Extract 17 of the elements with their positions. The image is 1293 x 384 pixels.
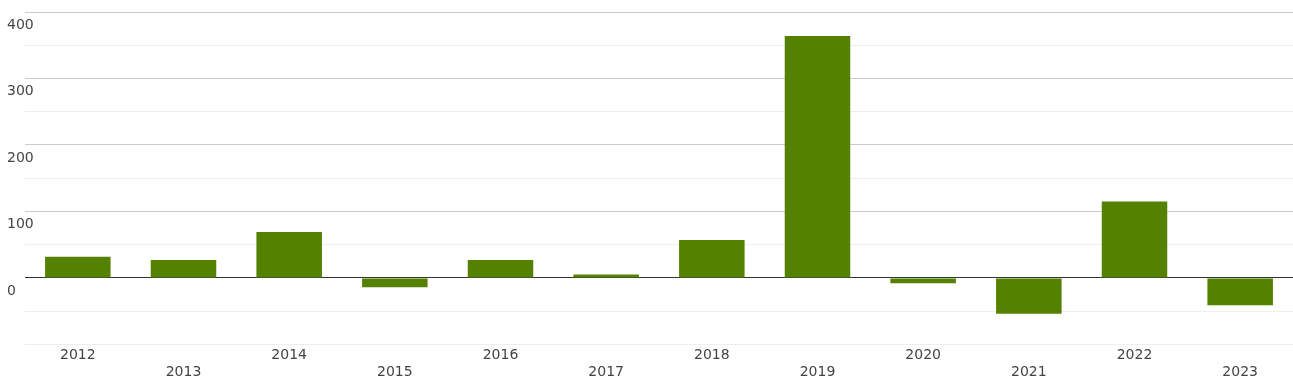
x-tick-label: 2016 [482,346,519,363]
x-tick-label: 2012 [60,346,96,363]
x-tick-label: 2015 [377,363,413,380]
x-tick-label: 2023 [1222,363,1258,380]
y-tick-label: 300 [7,82,34,99]
x-tick-label: 2021 [1011,363,1047,380]
x-tick-label: 2022 [1116,346,1153,363]
y-tick-label: 400 [7,15,34,32]
x-tick-label: 2013 [165,363,202,380]
y-tick-label: 0 [7,281,16,298]
y-tick-label: 200 [7,148,34,165]
x-tick-label: 2019 [799,363,836,380]
x-tick-label: 2020 [905,346,941,363]
x-tick-label: 2018 [694,346,730,363]
y-tick-label: 100 [7,215,34,232]
x-tick-label: 2017 [588,363,624,380]
x-tick-label: 2014 [271,346,308,363]
